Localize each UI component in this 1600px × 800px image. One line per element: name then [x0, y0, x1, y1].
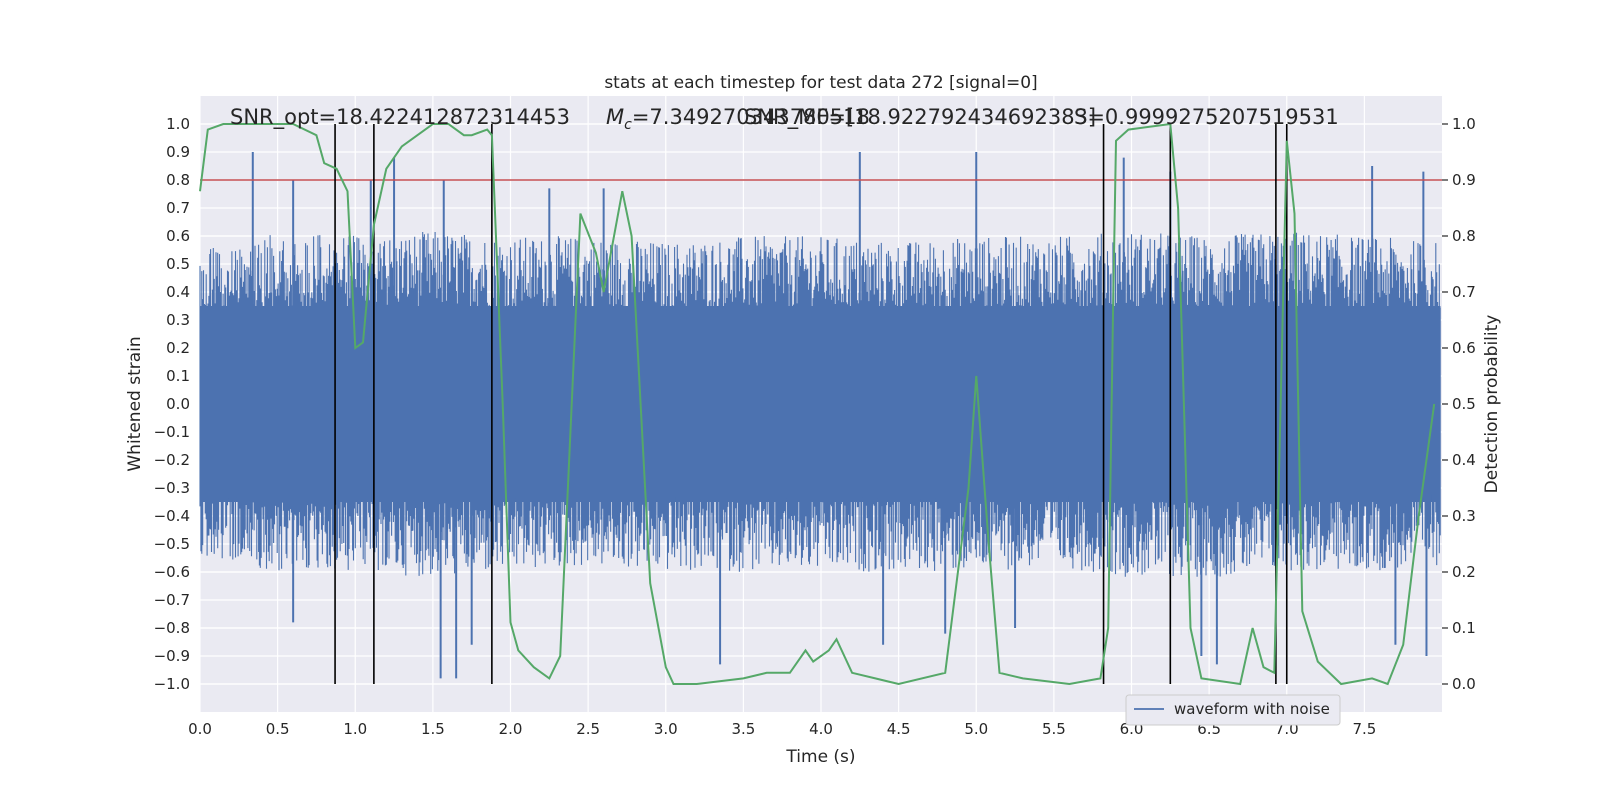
y-tick-label-left: −0.4	[154, 507, 190, 525]
y-tick-label-left: 0.4	[166, 283, 190, 301]
y-tick-label-right: 0.7	[1452, 283, 1476, 301]
y-tick-label-left: 0.0	[166, 395, 190, 413]
y-tick-label-left: 0.9	[166, 143, 190, 161]
y-tick-label-left: −0.6	[154, 563, 190, 581]
y-tick-label-right: 0.5	[1452, 395, 1476, 413]
y-tick-label-right: 0.8	[1452, 227, 1476, 245]
y-tick-label-left: −0.9	[154, 647, 190, 665]
y-tick-label-left: −0.7	[154, 591, 190, 609]
y-tick-label-left: −0.8	[154, 619, 190, 637]
y-tick-label-left: −0.3	[154, 479, 190, 497]
y-tick-label-left: 0.3	[166, 311, 190, 329]
x-tick-label: 2.0	[499, 720, 523, 738]
y-axis-label-right: Detection probability	[1482, 315, 1502, 494]
y-tick-label-left: 1.0	[166, 115, 190, 133]
chart-title: stats at each timestep for test data 272…	[604, 73, 1037, 93]
x-axis-label: Time (s)	[785, 747, 855, 767]
y-axis-label-left: Whitened strain	[125, 336, 145, 471]
y-tick-label-right: 0.9	[1452, 171, 1476, 189]
y-tick-label-left: 0.1	[166, 367, 190, 385]
x-tick-label: 0.5	[266, 720, 290, 738]
y-tick-label-left: −0.2	[154, 451, 190, 469]
waveform-noise-line	[199, 232, 1441, 577]
annotation-s-value: S=0.9999275207519531	[1074, 105, 1339, 129]
x-tick-label: 3.0	[654, 720, 678, 738]
y-tick-label-left: 0.5	[166, 255, 190, 273]
legend-label: waveform with noise	[1174, 700, 1330, 718]
y-tick-label-right: 0.6	[1452, 339, 1476, 357]
y-tick-label-right: 0.0	[1452, 675, 1476, 693]
y-tick-label-right: 0.3	[1452, 507, 1476, 525]
annotation-chirp-mass-symbol: M	[606, 105, 624, 129]
ticks-layer: 0.0 0.5 1.0 1.5 2.0 2.5 3.0 3.5 4.0 4.5 5.0 5.5 6.0 6…	[154, 115, 1476, 738]
y-tick-label-left: 0.6	[166, 227, 190, 245]
annotation-chirp-mass-subscript: c	[624, 117, 632, 133]
y-tick-label-left: 0.7	[166, 199, 190, 217]
y-tick-label-right: 0.4	[1452, 451, 1476, 469]
annotation-chirp-mass: Mc=7.349270343780518	[606, 105, 870, 133]
x-tick-label: 4.5	[887, 720, 911, 738]
x-tick-label: 1.0	[343, 720, 367, 738]
annotation-snr-opt: SNR_opt=18.422412872314453	[230, 105, 570, 130]
series-layer	[199, 122, 1442, 686]
x-tick-label: 7.5	[1352, 720, 1376, 738]
x-tick-label: 1.5	[421, 720, 445, 738]
x-tick-label: 4.0	[809, 720, 833, 738]
y-tick-label-left: 0.8	[166, 171, 190, 189]
legend: waveform with noise	[1125, 694, 1341, 726]
legend-box	[1125, 694, 1341, 726]
y-tick-label-left: −1.0	[154, 675, 190, 693]
detection-probability-line	[199, 122, 1436, 686]
x-tick-label: 0.0	[188, 720, 212, 738]
y-tick-label-right: 1.0	[1452, 115, 1476, 133]
annotation-snr-mf: SNR_MF=[18.922792434692383]	[744, 105, 1096, 130]
y-tick-label-left: −0.5	[154, 535, 190, 553]
y-tick-label-left: −0.1	[154, 423, 190, 441]
x-tick-label: 2.5	[576, 720, 600, 738]
y-tick-label-left: 0.2	[166, 339, 190, 357]
x-tick-label: 5.0	[964, 720, 988, 738]
x-tick-label: 3.5	[731, 720, 755, 738]
y-tick-label-right: 0.2	[1452, 563, 1476, 581]
annotation-chirp-mass-value: =7.349270343780518	[632, 105, 870, 129]
x-tick-label: 5.5	[1042, 720, 1066, 738]
y-tick-label-right: 0.1	[1452, 619, 1476, 637]
